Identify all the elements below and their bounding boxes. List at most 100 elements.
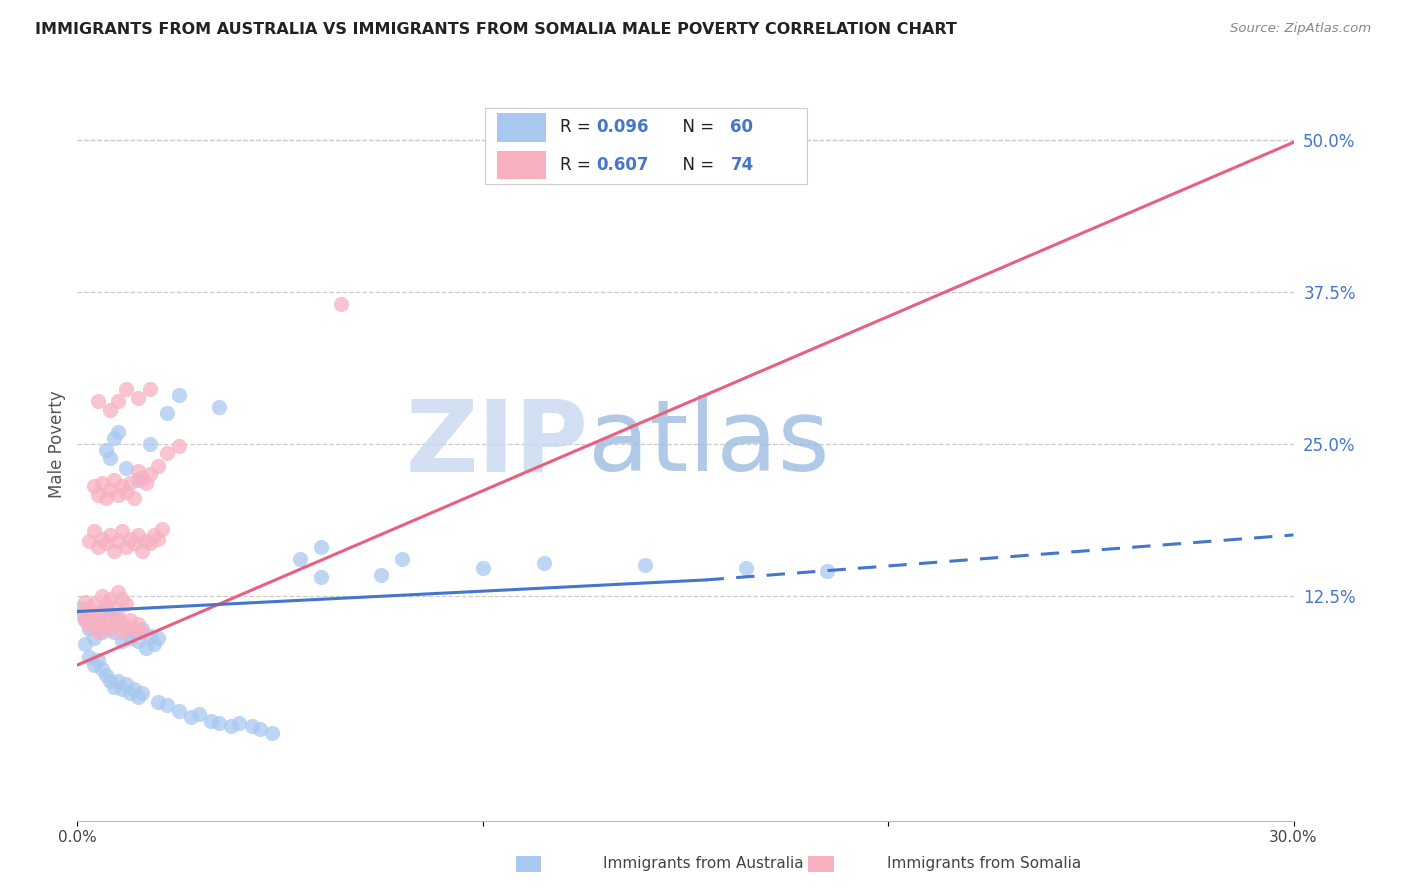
Point <box>228 716 250 731</box>
Point <box>86 653 108 667</box>
Text: Immigrants from Somalia: Immigrants from Somalia <box>887 856 1081 871</box>
Point <box>83 479 105 493</box>
Point <box>98 451 121 466</box>
Point <box>471 561 494 575</box>
Point <box>533 556 555 570</box>
Point <box>208 401 231 415</box>
Text: 0.607: 0.607 <box>596 156 650 174</box>
Point <box>111 479 134 493</box>
Point <box>75 595 97 609</box>
Point <box>148 458 170 473</box>
Point <box>290 552 312 566</box>
Point <box>70 600 93 615</box>
Point <box>240 719 263 733</box>
Text: R =: R = <box>560 156 596 174</box>
Point <box>122 682 145 697</box>
Point <box>127 463 149 477</box>
Point <box>143 528 166 542</box>
Point <box>139 437 162 451</box>
Text: 60: 60 <box>731 119 754 136</box>
Point <box>86 613 108 627</box>
Point <box>98 673 121 688</box>
Point <box>83 597 105 611</box>
Point <box>167 439 190 453</box>
Point <box>135 640 157 655</box>
Point <box>131 543 153 558</box>
Point <box>98 528 121 542</box>
Point <box>815 565 838 579</box>
Point <box>118 632 141 646</box>
Point <box>83 658 105 673</box>
Point <box>98 622 121 636</box>
Point <box>107 425 129 439</box>
Point <box>75 613 97 627</box>
Point <box>221 719 243 733</box>
Text: Immigrants from Australia: Immigrants from Australia <box>603 856 803 871</box>
Point <box>131 686 153 700</box>
Text: N =: N = <box>672 156 720 174</box>
Point <box>94 667 117 681</box>
Point <box>90 532 112 546</box>
Point <box>139 467 162 482</box>
Point <box>127 391 149 405</box>
Point <box>115 382 138 396</box>
Point <box>86 540 108 554</box>
Point <box>98 592 121 607</box>
Point <box>188 706 211 721</box>
Point <box>115 540 138 554</box>
Point <box>122 491 145 506</box>
Point <box>98 609 121 624</box>
Point <box>135 534 157 549</box>
Point <box>94 536 117 550</box>
Point <box>131 622 153 636</box>
Point <box>122 622 145 636</box>
Point <box>75 613 97 627</box>
Point <box>86 488 108 502</box>
FancyBboxPatch shape <box>485 108 807 184</box>
Point <box>107 673 129 688</box>
Point <box>98 402 121 417</box>
Text: Source: ZipAtlas.com: Source: ZipAtlas.com <box>1230 22 1371 36</box>
Point <box>167 704 190 718</box>
Point <box>148 532 170 546</box>
Point <box>86 394 108 409</box>
Point <box>103 616 125 631</box>
Point <box>115 622 138 636</box>
Point <box>180 710 202 724</box>
Bar <box>496 151 546 179</box>
Point <box>115 597 138 611</box>
Point <box>70 607 93 621</box>
Point <box>103 625 125 640</box>
Point <box>553 147 575 161</box>
Point <box>118 613 141 627</box>
Text: IMMIGRANTS FROM AUSTRALIA VS IMMIGRANTS FROM SOMALIA MALE POVERTY CORRELATION CH: IMMIGRANTS FROM AUSTRALIA VS IMMIGRANTS … <box>35 22 957 37</box>
Point <box>94 597 117 611</box>
Point <box>103 473 125 487</box>
Point <box>83 632 105 646</box>
Text: R =: R = <box>560 119 596 136</box>
Point <box>329 297 352 311</box>
Point <box>309 570 332 584</box>
Point <box>131 625 153 640</box>
Point <box>86 605 108 619</box>
Text: 0.096: 0.096 <box>596 119 650 136</box>
Point <box>208 716 231 731</box>
Point <box>155 446 177 460</box>
Point <box>90 662 112 676</box>
Point <box>127 616 149 631</box>
Point <box>148 694 170 708</box>
Point <box>90 475 112 490</box>
Point <box>111 625 134 640</box>
Point <box>107 585 129 599</box>
Point <box>131 471 153 485</box>
Point <box>103 600 125 615</box>
Point <box>735 561 758 575</box>
Point <box>118 686 141 700</box>
Bar <box>496 113 546 142</box>
Point <box>139 382 162 396</box>
Point <box>79 619 101 633</box>
Point <box>139 536 162 550</box>
Point <box>98 483 121 497</box>
Text: atlas: atlas <box>588 395 830 492</box>
Point <box>103 680 125 694</box>
